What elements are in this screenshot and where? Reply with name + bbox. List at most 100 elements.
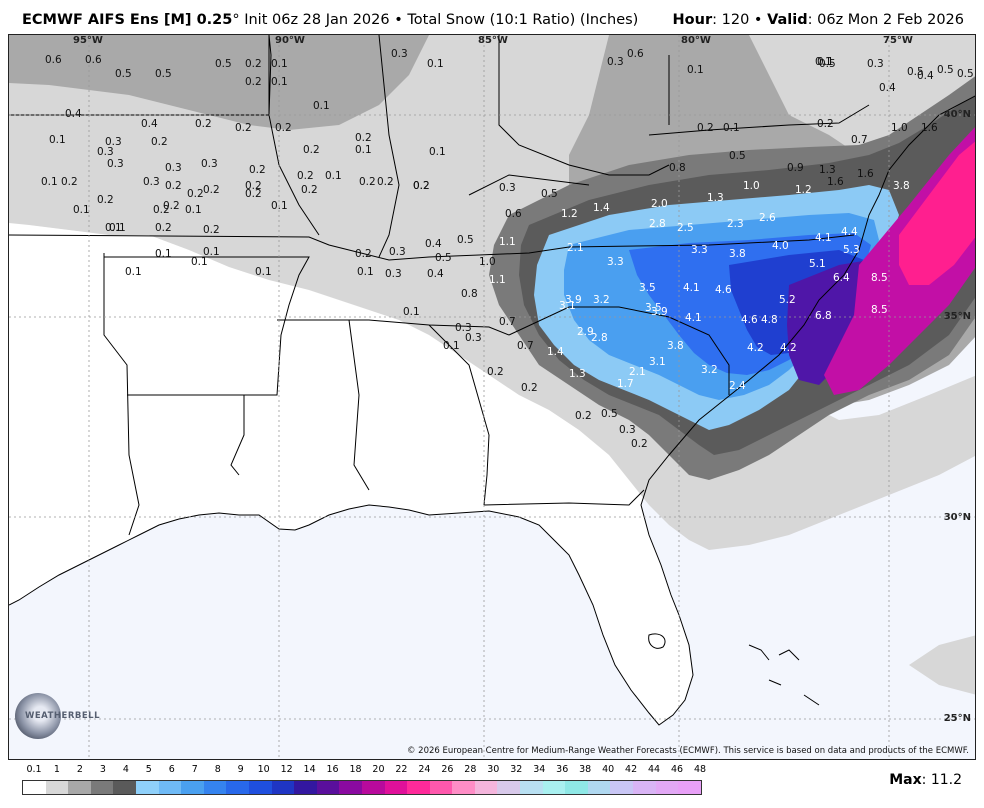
legend-swatch [655,781,679,794]
legend-tick-label: 28 [464,764,477,775]
snow-value-label: 0.2 [575,410,592,422]
legend-swatch [23,781,46,794]
degree-symbol: ° [232,12,240,28]
snow-value-label: 4.0 [772,240,789,252]
legend-swatch [226,781,249,794]
legend-tick-label: 6 [168,764,175,775]
snow-value-label: 0.1 [271,58,288,70]
legend-tick-label: 30 [487,764,500,775]
legend-tick-label: 14 [303,764,316,775]
lat-label-25n: 25°N [943,713,971,724]
legend-swatch [384,781,408,794]
snow-value-label: 0.3 [619,424,636,436]
snow-value-label: 0.6 [505,208,522,220]
legend-tick-label: 20 [372,764,385,775]
snow-value-label: 1.3 [819,164,836,176]
snow-value-label: 0.5 [957,68,974,80]
snow-value-label: 0.3 [499,182,516,194]
snow-value-label: 0.1 [271,76,288,88]
header-left: ECMWF AIFS Ens [M] 0.25° Init 06z 28 Jan… [22,12,638,28]
legend-tick-labels: 0.1 1 2 3 4 5 6 7 8 9 10 12 14 16 18 20 22 24 26 28 30 32 34 36… [22,764,722,778]
legend-swatch [90,781,114,794]
state-borders [9,35,870,536]
snow-value-label: 0.2 [297,170,314,182]
legend-tick-label: 16 [326,764,339,775]
legend-swatch [452,781,475,794]
legend-tick-label: 4 [122,764,129,775]
valid-label: Valid [767,12,808,28]
legend-swatch [158,781,182,794]
lon-label-95w: 95°W [73,35,103,46]
snow-value-label: 2.8 [649,218,666,230]
snow-value-label: 0.1 [125,266,142,278]
snow-value-label: 0.1 [815,56,832,68]
snow-value-label: 3.1 [559,300,576,312]
snow-value-label: 0.3 [105,136,122,148]
snow-value-label: 0.2 [275,122,292,134]
legend-swatch [203,781,227,794]
snow-value-label: 1.4 [593,202,610,214]
snow-value-label: 0.1 [313,100,330,112]
snow-value-label: 0.2 [301,184,318,196]
legend-color-bar [22,780,702,795]
legend-swatch [361,781,385,794]
lat-label-40n: 40°N [943,109,971,120]
snow-value-label: 1.7 [617,378,634,390]
snow-value-label: 1.0 [891,122,908,134]
snow-value-label: 0.3 [607,56,624,68]
snow-value-label: 2.5 [677,222,694,234]
logo-text: WEATHERBELL [25,711,100,721]
legend-swatch [113,781,136,794]
snow-value-label: 3.5 [639,282,656,294]
snow-value-label: 3.5 [645,302,662,314]
snow-value-label: 0.2 [203,224,220,236]
snow-value-label: 0.2 [195,118,212,130]
legend-swatch [429,781,453,794]
legend-tick-label: 38 [579,764,592,775]
legend-tick-label: 48 [693,764,707,775]
snow-value-label: 0.2 [355,248,372,260]
snow-value-label: 2.0 [651,198,668,210]
snow-value-label: 1.3 [707,192,724,204]
snow-value-label: 0.5 [215,58,232,70]
snow-value-label: 5.1 [809,258,826,270]
snow-value-label: 4.2 [747,342,764,354]
legend-tick-label: 2 [76,764,83,775]
snow-value-label: 0.3 [143,176,160,188]
snow-value-label: 0.1 [429,146,446,158]
lon-label-75w: 75°W [883,35,913,46]
snow-value-label: 0.3 [107,158,124,170]
legend-swatch [633,781,656,794]
legend-swatch [565,781,588,794]
snow-value-label: 0.3 [97,146,114,158]
snow-value-label: 0.6 [45,54,62,66]
snow-value-label: 0.9 [787,162,804,174]
snow-value-label: 0.1 [723,122,740,134]
max-value-readout: Max: 11.2 [889,772,962,788]
snow-value-label: 0.1 [109,222,126,234]
snow-value-label: 8.5 [871,304,888,316]
snow-value-label: 3.8 [893,180,910,192]
snow-value-label: 0.6 [85,54,102,66]
snowfall-map: 0.6 0.6 0.5 0.5 0.5 0.2 0.2 0.1 0.1 0.3 0.1 0.6 0.3 0… [8,34,976,760]
snow-value-label: 4.8 [761,314,778,326]
lon-label-80w: 80°W [681,35,711,46]
map-header: ECMWF AIFS Ens [M] 0.25° Init 06z 28 Jan… [0,0,984,34]
legend-swatch [520,781,543,794]
coastline [9,95,975,726]
legend-swatch [271,781,295,794]
snow-value-label: 4.2 [780,342,797,354]
legend-tick-label: 10 [257,764,270,775]
snow-value-label: 0.7 [517,340,534,352]
lon-label-90w: 90°W [275,35,305,46]
legend-tick-label: 5 [145,764,152,775]
copyright-notice: © 2026 European Centre for Medium-Range … [406,746,969,756]
snow-value-label: 0.3 [867,58,884,70]
snow-value-label: 0.1 [73,204,90,216]
snow-value-label: 0.2 [631,438,648,450]
snow-band-pink [899,141,975,285]
bahamas-islands [748,644,820,706]
snow-value-label: 0.5 [457,234,474,246]
snow-value-label: 0.1 [185,204,202,216]
map-canvas: 0.6 0.60.5 0.50.5 0.20.20.10.10.30.10.60.30… [9,35,975,759]
